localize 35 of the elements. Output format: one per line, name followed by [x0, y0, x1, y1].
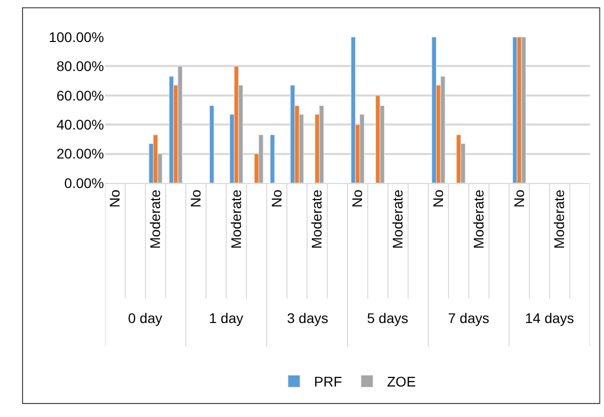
legend-label: PRF — [314, 374, 342, 390]
x-tick-label: Moderate — [228, 189, 244, 249]
bar — [440, 76, 446, 183]
bar — [290, 84, 296, 183]
text: 14 days — [525, 310, 574, 326]
x-tick-label: Moderate — [390, 189, 406, 249]
text: 5 days — [367, 310, 408, 326]
y-tick-label: 20.00% — [56, 146, 104, 162]
bar — [209, 105, 214, 183]
y-tick-label: 40.00% — [56, 116, 104, 132]
x-tick-label: No — [268, 189, 284, 208]
bar — [456, 134, 462, 183]
bar — [521, 37, 526, 183]
y-tick-label: 80.00% — [56, 58, 104, 74]
x-tick-label: Moderate — [551, 189, 568, 249]
bar — [350, 37, 356, 183]
y-tick-label: 0.00% — [64, 174, 104, 191]
x-tick-label: No — [106, 189, 123, 208]
x-tick-label: No — [430, 189, 446, 208]
text: 3 days — [287, 310, 328, 326]
y-tick-label: 60.00% — [56, 87, 104, 104]
x-tick-label: No — [510, 189, 527, 208]
text: 1 day — [209, 310, 244, 326]
bar — [270, 134, 275, 183]
text: 7 days — [448, 310, 490, 326]
x-tick-label: Moderate — [147, 189, 164, 249]
bar — [432, 37, 436, 183]
x-tick-label: Moderate — [470, 189, 486, 249]
legend-label: ZOE — [387, 374, 416, 390]
x-tick-label: Moderate — [308, 189, 325, 249]
y-tick-label: 100.00% — [48, 28, 104, 45]
bar — [512, 37, 518, 183]
x-tick-label: No — [349, 189, 366, 208]
x-tick-label: No — [187, 189, 204, 208]
text: 0 day — [128, 310, 162, 326]
